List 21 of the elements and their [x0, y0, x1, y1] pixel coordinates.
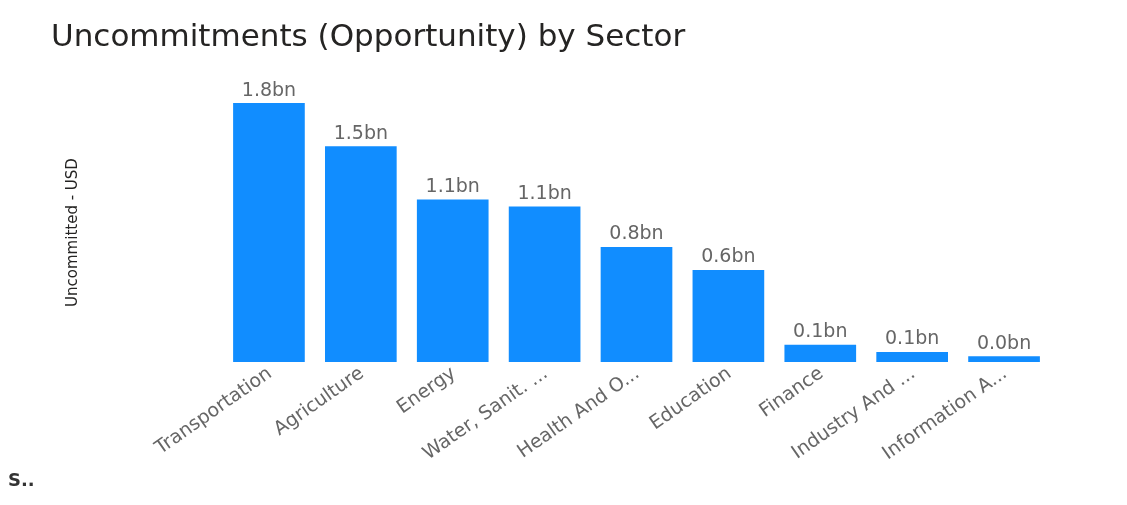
data-label: 1.1bn	[425, 173, 480, 196]
bar	[416, 199, 489, 362]
y-axis-title: Uncommitted - USD	[62, 158, 81, 307]
data-label: 0.0bn	[976, 330, 1032, 353]
data-label: 0.8bn	[609, 221, 664, 244]
bar	[692, 269, 765, 362]
data-label: 0.1bn	[885, 326, 940, 349]
bar	[876, 351, 948, 362]
bar	[325, 146, 397, 362]
text: S..	[8, 468, 35, 490]
data-label: 1.1bn	[517, 181, 572, 204]
bar	[233, 103, 305, 362]
bar	[968, 356, 1040, 362]
data-label: 1.8bn	[241, 77, 297, 100]
bar	[600, 246, 673, 362]
data-label: 0.1bn	[793, 319, 848, 342]
data-label: 1.5bn	[333, 120, 388, 143]
bar	[784, 344, 857, 362]
data-label: 0.6bn	[701, 244, 756, 267]
bar	[508, 206, 581, 362]
chart-title: Uncommitments (Opportunity) by Sector	[51, 16, 686, 53]
